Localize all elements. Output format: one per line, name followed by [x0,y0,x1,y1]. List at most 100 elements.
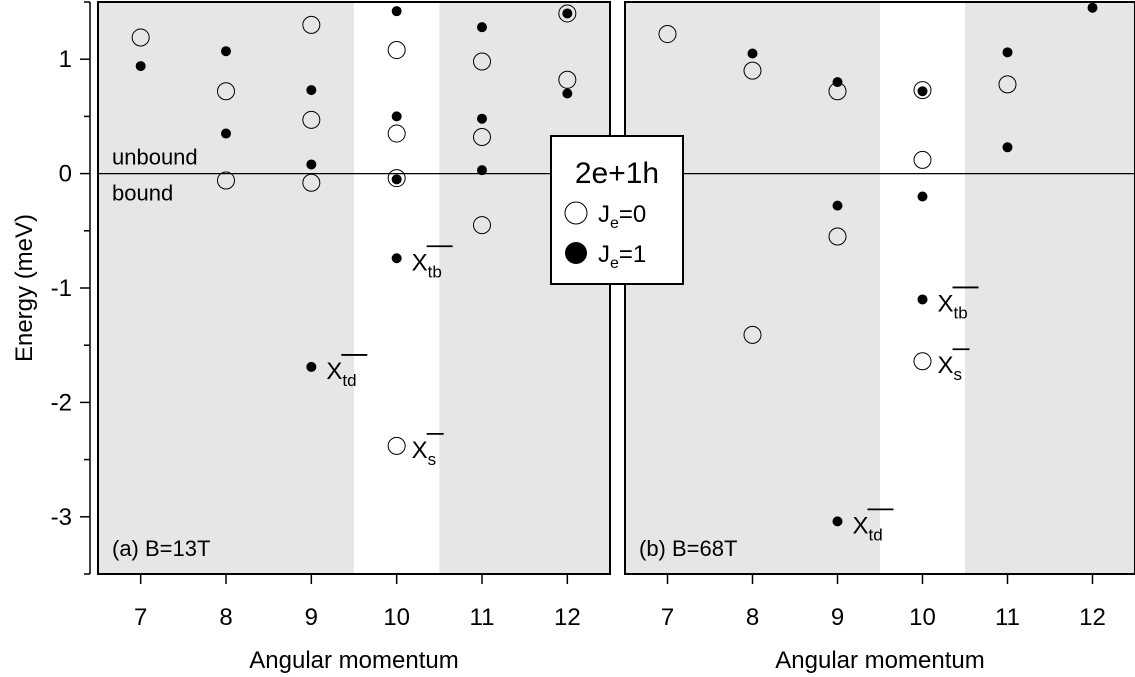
x-axis-title: Angular momentum [775,647,984,674]
filled-dot-point [832,77,843,88]
shaded-region [965,2,1135,574]
open-circle-point [473,52,491,71]
filled-dot-point [917,294,928,305]
annotation-xs: Xs [938,348,970,384]
filled-dot-point [135,61,146,72]
series-je0 [131,4,577,455]
annotation-main: X [326,358,342,385]
legend-sub: e [610,255,619,272]
annotation-main: X [938,352,954,379]
open-circle-point [913,81,932,100]
open-circle-point [131,28,150,47]
annotation-xtd: Xtd [326,354,368,390]
filled-dot-point [562,8,573,19]
filled-dot-point [391,6,402,17]
filled-dot-point [747,48,758,59]
filled-dot-point [391,253,402,264]
filled-dot-point [477,165,487,176]
annotation-text: Xs [412,437,437,469]
bound-label: bound [112,181,173,206]
filled-dot-point [1002,142,1013,153]
open-circle-point [387,436,406,455]
open-circle-point [473,216,491,235]
filled-dot-point [306,159,317,170]
open-circle-point [387,169,406,188]
filled-dot-point [832,200,843,211]
legend-rest: =0 [619,201,646,228]
filled-dot-point [1002,47,1013,58]
x-tick-label: 8 [219,604,232,631]
legend-main: J [598,241,610,268]
open-circle-point [387,41,406,60]
legend-filled-dot [565,242,587,264]
filled-dot-point [221,46,231,57]
filled-dot-point [917,191,928,202]
filled-dot-point [917,86,928,97]
filled-dot-point [832,516,843,527]
annotation-sub: tb [954,303,968,322]
plot-frame [97,1,611,575]
legend-label: Je=0 [598,201,646,232]
open-circle-point [743,61,762,80]
annotation-xs: Xs [412,432,444,469]
open-circle-point [302,15,321,34]
filled-dot-point [477,113,487,124]
annotation-text: Xtb [412,249,442,281]
annotation-xtb: Xtb [938,286,979,322]
shaded-region [439,2,610,574]
filled-dot-point [1087,2,1098,13]
open-circle-point [658,25,677,44]
panel-label: (b) B=68T [639,536,737,561]
legend-entry: Je=1 [565,241,646,272]
legend-entry: Je=0 [564,201,646,232]
filled-dot-point [306,361,317,372]
y-axis-title: Energy (meV) [11,214,38,362]
annotation-sub: td [869,525,883,544]
x-tick-label: 7 [134,604,147,631]
annotation-text: Xtb [938,290,968,322]
y-tick-label: -3 [51,504,72,531]
open-circle-point [302,173,321,192]
open-circle-point [913,150,932,169]
annotation-sub: s [428,450,437,469]
annotation-sub: tb [428,262,442,281]
filled-dot-point [306,85,317,96]
legend-sub: e [610,215,619,232]
annotation-sub: s [954,365,963,384]
unbound-label: unbound [112,145,198,170]
annotation-main: X [412,437,428,464]
open-circle-point [217,171,235,190]
open-circle-point [387,124,406,143]
series-je0 [658,25,1017,371]
x-tick-label: 10 [383,604,410,631]
x-tick-label: 11 [995,604,1020,631]
filled-dot-point [391,111,402,122]
open-circle-point [558,70,577,89]
x-tick-label: 12 [554,604,581,631]
x-axis-title: Angular momentum [249,647,458,674]
annotation-main: X [938,290,954,317]
y-tick-label: -2 [51,389,72,416]
open-circle-point [998,75,1017,94]
legend-title: 2e+1h [575,157,659,190]
annotation-sub: td [342,371,356,390]
y-tick-label: 1 [59,46,72,73]
legend-label: Je=1 [598,241,646,272]
series-je1 [135,6,573,372]
shaded-region [625,2,880,574]
open-circle-point [913,352,932,371]
plot-frame [624,1,1135,575]
x-tick-label: 10 [909,604,936,631]
annotation-main: X [853,512,869,539]
open-circle-point [302,110,321,129]
y-tick-label: -1 [51,275,72,302]
x-tick-label: 12 [1079,604,1106,631]
annotation-text: Xs [938,352,963,384]
annotation-text: Xtd [853,512,883,544]
filled-dot-point [477,22,487,33]
x-tick-label: 9 [831,604,844,631]
